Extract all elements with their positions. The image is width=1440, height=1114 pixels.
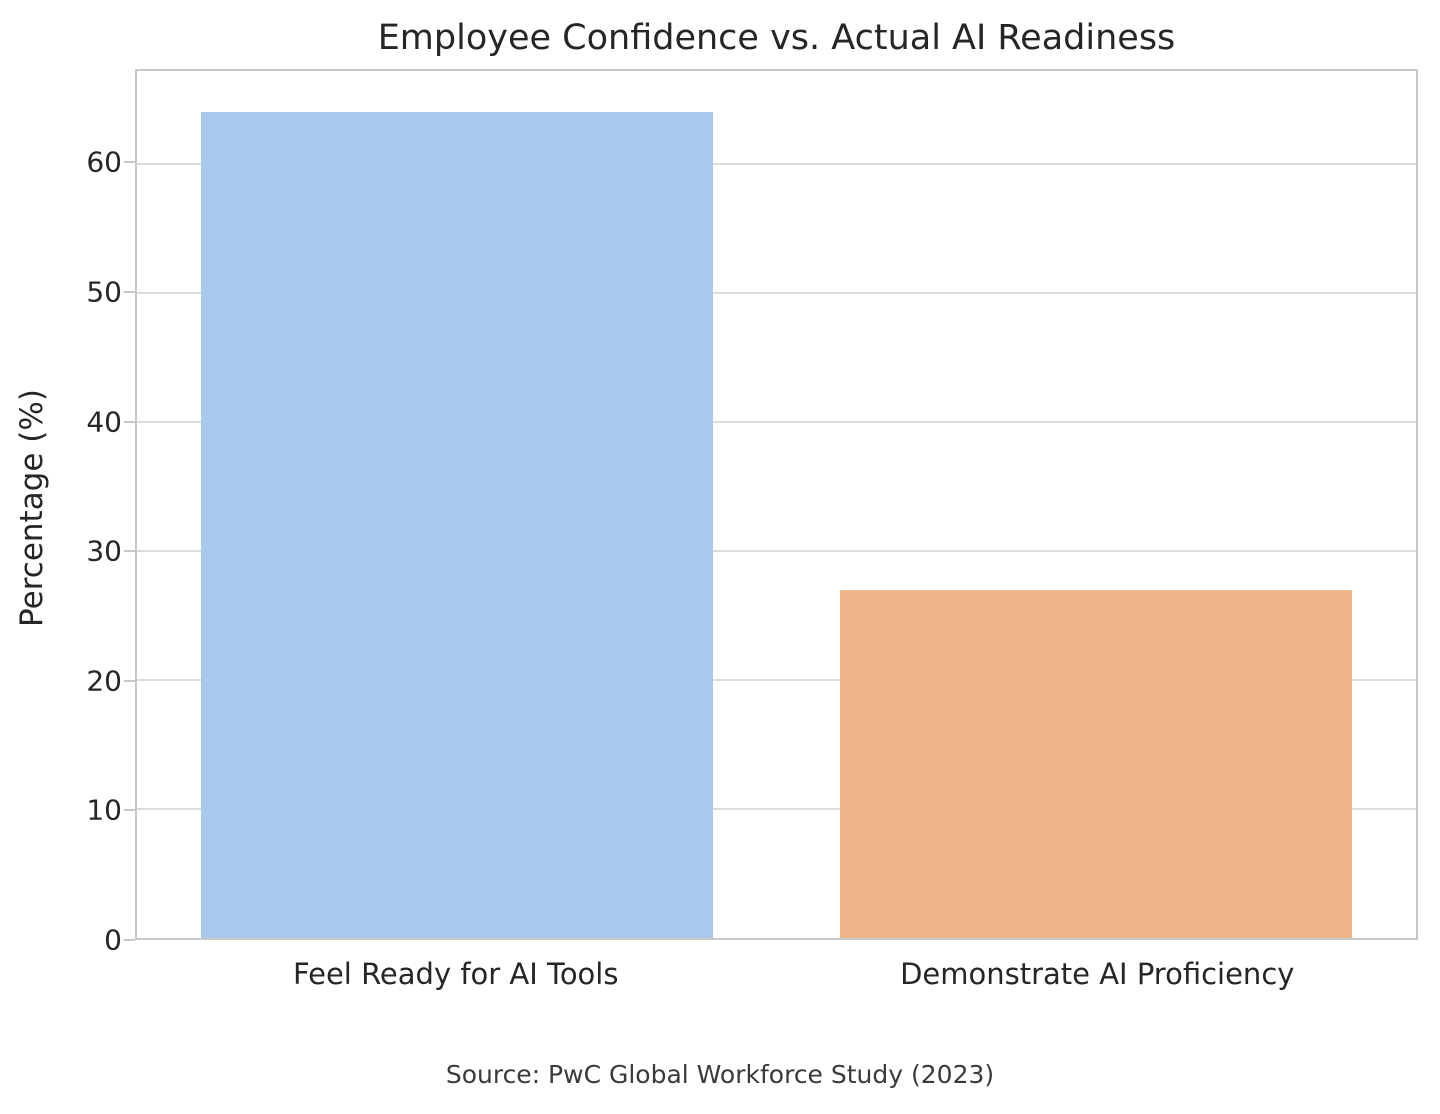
source-note: Source: PwC Global Workforce Study (2023…: [445, 1060, 995, 1089]
y-tick-label: 10: [86, 793, 122, 827]
y-tick-mark: [124, 161, 135, 164]
gridlines: [137, 71, 1416, 938]
chart-title: Employee Confidence vs. Actual AI Readin…: [377, 18, 1176, 58]
gridline: [137, 420, 1416, 423]
plot-area: [135, 69, 1418, 940]
y-tick-label: 50: [86, 275, 122, 309]
gridline: [137, 162, 1416, 165]
y-tick-mark: [124, 679, 135, 682]
y-tick-mark: [124, 290, 135, 293]
y-tick-labels: 0 10 20 30 40 50 60: [0, 69, 122, 957]
y-tick-label: 20: [86, 664, 122, 698]
bar: [200, 112, 713, 938]
y-tick-label: 40: [86, 405, 122, 439]
gridline: [137, 678, 1416, 681]
y-tick-label: 30: [86, 534, 122, 568]
y-tick-mark: [124, 939, 135, 941]
x-category-label: Demonstrate AI Proficiency: [900, 957, 1295, 991]
y-tick-mark: [124, 809, 135, 812]
y-tick-label: 60: [86, 145, 122, 179]
bar: [840, 589, 1353, 938]
y-tick-marks: [124, 69, 135, 941]
gridline: [137, 807, 1416, 810]
gridline: [137, 291, 1416, 294]
x-category-label: Feel Ready for AI Tools: [293, 957, 619, 991]
gridline: [137, 549, 1416, 552]
y-tick-label: 0: [104, 923, 122, 957]
bars: [137, 71, 1416, 938]
y-tick-mark: [124, 420, 135, 423]
y-tick-mark: [124, 550, 135, 553]
x-category-labels: Feel Ready for AI Tools Demonstrate AI Pr…: [135, 957, 1418, 997]
